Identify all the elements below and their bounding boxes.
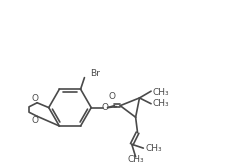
Text: Br: Br xyxy=(90,69,100,78)
Text: CH₃: CH₃ xyxy=(127,155,144,164)
Text: O: O xyxy=(109,91,116,100)
Text: CH₃: CH₃ xyxy=(153,88,170,97)
Text: CH₃: CH₃ xyxy=(153,99,170,108)
Text: O: O xyxy=(101,103,108,112)
Text: CH₃: CH₃ xyxy=(145,144,162,153)
Text: O: O xyxy=(32,116,39,125)
Text: O: O xyxy=(32,94,39,103)
